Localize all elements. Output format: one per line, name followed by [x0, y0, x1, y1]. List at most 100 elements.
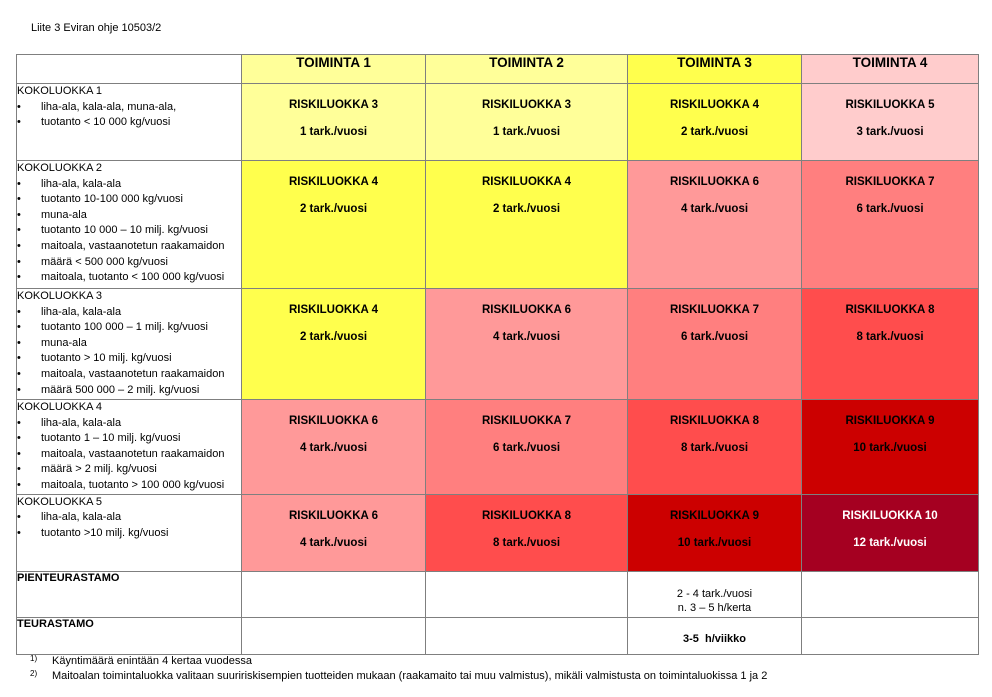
- inspection-frequency: 4 tark./vuosi: [492, 331, 561, 343]
- risk-class: RISKILUOKKA 6: [481, 304, 572, 316]
- footnote-text: Käyntimäärä enintään 4 kertaa vuodessa: [52, 655, 252, 667]
- size-class-label: KOKOLUOKKA 4 liha-ala, kala-ala tuotanto…: [16, 399, 242, 495]
- risk-cell: RISKILUOKKA 7 6 tark./vuosi: [627, 288, 802, 400]
- risk-cell: RISKILUOKKA 3 1 tark./vuosi: [241, 83, 426, 161]
- special-row-teurastamo: TEURASTAMO 3-5 h/viikko: [16, 616, 979, 655]
- criteria-item: liha-ala, kala-ala, muna-ala,: [17, 100, 241, 116]
- risk-class: RISKILUOKKA 8: [845, 304, 935, 316]
- document-header: Liite 3 Eviran ohje 10503/2: [31, 22, 162, 34]
- risk-cell: RISKILUOKKA 4 2 tark./vuosi: [241, 288, 426, 400]
- criteria-item: määrä 500 000 – 2 milj. kg/vuosi: [17, 383, 241, 399]
- criteria-item: maitoala, vastaanotetun raakamaidon: [17, 367, 241, 383]
- inspection-frequency: 8 tark./vuosi: [856, 331, 924, 343]
- risk-class: RISKILUOKKA 8: [481, 509, 572, 522]
- frequency-line: 2 - 4 tark./vuosi: [676, 587, 753, 600]
- table-row: KOKOLUOKKA 3 liha-ala, kala-ala tuotanto…: [16, 288, 979, 400]
- criteria-item: tuotanto 1 – 10 milj. kg/vuosi: [17, 431, 241, 447]
- column-header-toiminta-4: TOIMINTA 4: [801, 54, 979, 84]
- column-header-toiminta-3: TOIMINTA 3: [627, 54, 802, 84]
- inspection-frequency: 1 tark./vuosi: [299, 126, 368, 138]
- inspection-frequency: 1 tark./vuosi: [492, 126, 561, 138]
- pienteurastamo-label: PIENTEURASTAMO: [16, 570, 242, 618]
- criteria-item: maitoala, tuotanto < 100 000 kg/vuosi: [17, 270, 241, 286]
- criteria-item: liha-ala, kala-ala: [17, 305, 241, 321]
- risk-cell: RISKILUOKKA 6 4 tark./vuosi: [425, 288, 628, 400]
- risk-cell: RISKILUOKKA 7 6 tark./vuosi: [425, 399, 628, 495]
- size-class-title: KOKOLUOKKA 2: [17, 162, 102, 174]
- risk-class: RISKILUOKKA 3: [481, 99, 572, 111]
- risk-cell: RISKILUOKKA 4 2 tark./vuosi: [627, 83, 802, 161]
- teurastamo-frequency: 3-5 h/viikko: [627, 616, 802, 655]
- criteria-list: liha-ala, kala-ala tuotanto 1 – 10 milj.…: [17, 416, 241, 494]
- empty-cell: [425, 570, 628, 618]
- empty-cell: [801, 570, 979, 618]
- size-class-title: KOKOLUOKKA 4: [17, 401, 102, 413]
- criteria-item: liha-ala, kala-ala: [17, 177, 241, 193]
- criteria-item: määrä < 500 000 kg/vuosi: [17, 255, 241, 271]
- frequency-line: n. 3 – 5 h/kerta: [677, 601, 752, 614]
- size-class-label: KOKOLUOKKA 1 liha-ala, kala-ala, muna-al…: [16, 83, 242, 161]
- footnote: 2) Maitoalan toimintaluokka valitaan suu…: [30, 669, 767, 684]
- risk-class: RISKILUOKKA 4: [288, 304, 379, 316]
- inspection-frequency: 6 tark./vuosi: [492, 442, 561, 454]
- size-class-label: KOKOLUOKKA 3 liha-ala, kala-ala tuotanto…: [16, 288, 242, 400]
- inspection-frequency: 10 tark./vuosi: [677, 536, 752, 549]
- risk-class: RISKILUOKKA 7: [669, 304, 760, 316]
- table-row: KOKOLUOKKA 2 liha-ala, kala-ala tuotanto…: [16, 160, 979, 289]
- risk-cell: RISKILUOKKA 8 8 tark./vuosi: [801, 288, 979, 400]
- criteria-list: liha-ala, kala-ala tuotanto 10-100 000 k…: [17, 177, 241, 286]
- column-header-toiminta-2: TOIMINTA 2: [425, 54, 628, 84]
- criteria-item: tuotanto > 10 milj. kg/vuosi: [17, 351, 241, 367]
- size-class-title: KOKOLUOKKA 1: [17, 85, 102, 97]
- inspection-frequency: 6 tark./vuosi: [856, 203, 924, 215]
- criteria-item: muna-ala: [17, 208, 241, 224]
- teurastamo-label: TEURASTAMO: [16, 616, 242, 655]
- criteria-list: liha-ala, kala-ala tuotanto >10 milj. kg…: [17, 510, 241, 541]
- risk-cell: RISKILUOKKA 7 6 tark./vuosi: [801, 160, 979, 289]
- risk-cell: RISKILUOKKA 4 2 tark./vuosi: [425, 160, 628, 289]
- risk-class: RISKILUOKKA 5: [845, 99, 935, 111]
- corner-cell: [16, 54, 242, 84]
- size-class-label: KOKOLUOKKA 5 liha-ala, kala-ala tuotanto…: [16, 493, 242, 572]
- table-row: KOKOLUOKKA 4 liha-ala, kala-ala tuotanto…: [16, 399, 979, 495]
- inspection-frequency: 4 tark./vuosi: [680, 203, 749, 215]
- risk-matrix-table: TOIMINTA 1 TOIMINTA 2 TOIMINTA 3 TOIMINT…: [16, 54, 979, 655]
- inspection-frequency: 8 tark./vuosi: [680, 442, 749, 454]
- criteria-item: tuotanto 10-100 000 kg/vuosi: [17, 192, 241, 208]
- risk-class: RISKILUOKKA 4: [669, 99, 760, 111]
- inspection-frequency: 4 tark./vuosi: [299, 536, 368, 549]
- inspection-frequency: 2 tark./vuosi: [680, 126, 749, 138]
- criteria-list: liha-ala, kala-ala tuotanto 100 000 – 1 …: [17, 305, 241, 399]
- criteria-item: liha-ala, kala-ala: [17, 416, 241, 432]
- risk-cell: RISKILUOKKA 6 4 tark./vuosi: [241, 399, 426, 495]
- risk-cell: RISKILUOKKA 3 1 tark./vuosi: [425, 83, 628, 161]
- special-row-pienteurastamo: PIENTEURASTAMO 2 - 4 tark./vuosi n. 3 – …: [16, 570, 979, 618]
- risk-class: RISKILUOKKA 9: [845, 415, 935, 427]
- inspection-frequency: 6 tark./vuosi: [680, 331, 749, 343]
- risk-class: RISKILUOKKA 7: [481, 415, 572, 427]
- inspection-frequency: 2 tark./vuosi: [492, 203, 561, 215]
- empty-cell: [425, 616, 628, 655]
- risk-class: RISKILUOKKA 3: [288, 99, 379, 111]
- footnote: 1) Käyntimäärä enintään 4 kertaa vuodess…: [30, 654, 767, 669]
- risk-cell: RISKILUOKKA 6 4 tark./vuosi: [241, 493, 426, 572]
- criteria-item: tuotanto >10 milj. kg/vuosi: [17, 526, 241, 542]
- empty-cell: [241, 570, 426, 618]
- criteria-item: muna-ala: [17, 336, 241, 352]
- risk-cell: RISKILUOKKA 8 8 tark./vuosi: [425, 493, 628, 572]
- footnote-mark: 2): [30, 669, 38, 678]
- risk-class: RISKILUOKKA 4: [288, 176, 379, 188]
- risk-class: RISKILUOKKA 10: [842, 509, 938, 522]
- frequency-line: 3-5 h/viikko: [683, 632, 746, 645]
- inspection-frequency: 2 tark./vuosi: [299, 203, 368, 215]
- risk-cell: RISKILUOKKA 8 8 tark./vuosi: [627, 399, 802, 495]
- risk-class: RISKILUOKKA 6: [288, 415, 379, 427]
- inspection-frequency: 10 tark./vuosi: [853, 442, 927, 454]
- criteria-item: maitoala, tuotanto > 100 000 kg/vuosi: [17, 478, 241, 494]
- table-row: KOKOLUOKKA 5 liha-ala, kala-ala tuotanto…: [16, 493, 979, 572]
- size-class-title: KOKOLUOKKA 3: [17, 290, 102, 302]
- risk-cell: RISKILUOKKA 10 12 tark./vuosi: [801, 493, 979, 572]
- risk-cell: RISKILUOKKA 9 10 tark./vuosi: [627, 493, 802, 572]
- criteria-item: tuotanto < 10 000 kg/vuosi: [17, 115, 241, 131]
- header-row: TOIMINTA 1 TOIMINTA 2 TOIMINTA 3 TOIMINT…: [16, 54, 979, 84]
